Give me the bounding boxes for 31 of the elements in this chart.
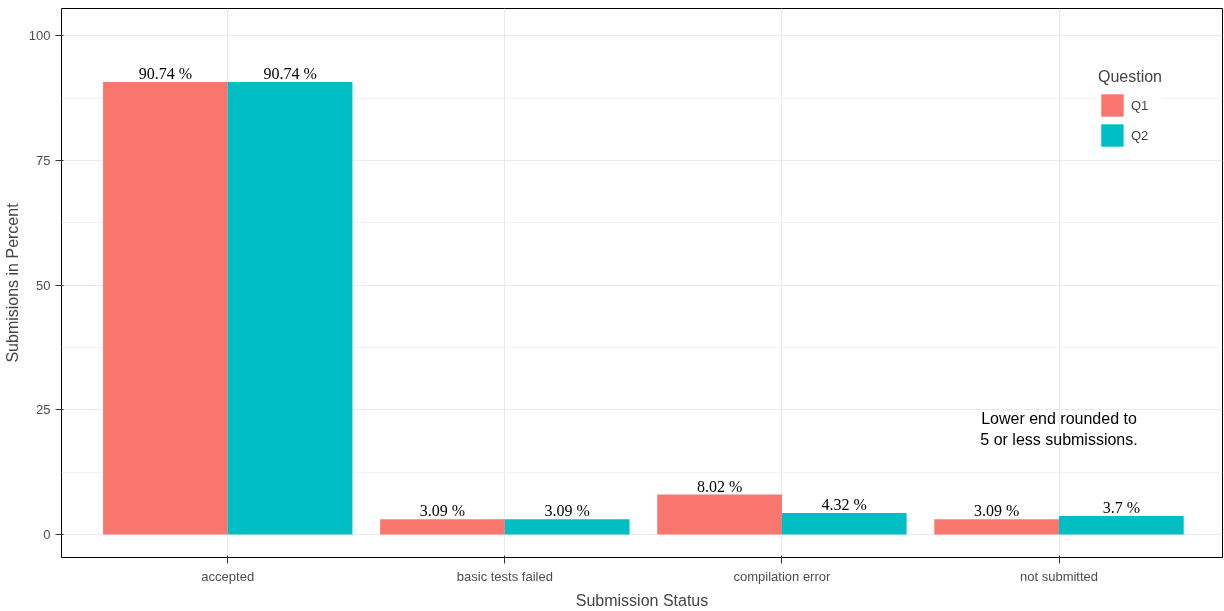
x-tick-label: accepted: [201, 568, 255, 584]
data-label: 8.02 %: [696, 477, 743, 495]
legend-title: Question: [1097, 68, 1162, 86]
data-label: 3.7 %: [1102, 499, 1141, 517]
bar: [657, 494, 782, 535]
data-label: 4.32 %: [821, 496, 867, 514]
annotation: Lower end rounded to 5 or less submissions.: [980, 410, 1138, 448]
y-axis-title: Submisions in Percent: [3, 202, 21, 363]
data-label: 90.74 %: [138, 65, 193, 83]
legend-label: Q2: [1130, 127, 1150, 143]
x-tick-label: not submitted: [1020, 568, 1099, 584]
data-label: 3.09 %: [544, 502, 590, 520]
legend-label: Q1: [1130, 97, 1150, 113]
y-tick-label: 50: [36, 277, 51, 293]
x-tick-label: compilation error: [733, 568, 832, 584]
data-label: 3.09 %: [419, 502, 466, 520]
data-label: 90.74 %: [263, 65, 317, 83]
data-label: 3.09 %: [974, 502, 1020, 520]
y-tick-label: 100: [28, 28, 51, 44]
bar: [781, 513, 907, 535]
y-tick-label: 25: [36, 402, 51, 418]
bar: [380, 519, 505, 535]
y-tick-label: 0: [43, 527, 51, 543]
y-tick-label: 75: [36, 153, 51, 169]
bar: [504, 519, 630, 535]
x-tick-label: basic tests failed: [456, 568, 553, 584]
bar: [103, 82, 228, 535]
bar: [934, 519, 1060, 535]
bar: [1059, 516, 1184, 535]
bar: [227, 82, 353, 535]
x-axis-title: Submission Status: [575, 591, 709, 609]
